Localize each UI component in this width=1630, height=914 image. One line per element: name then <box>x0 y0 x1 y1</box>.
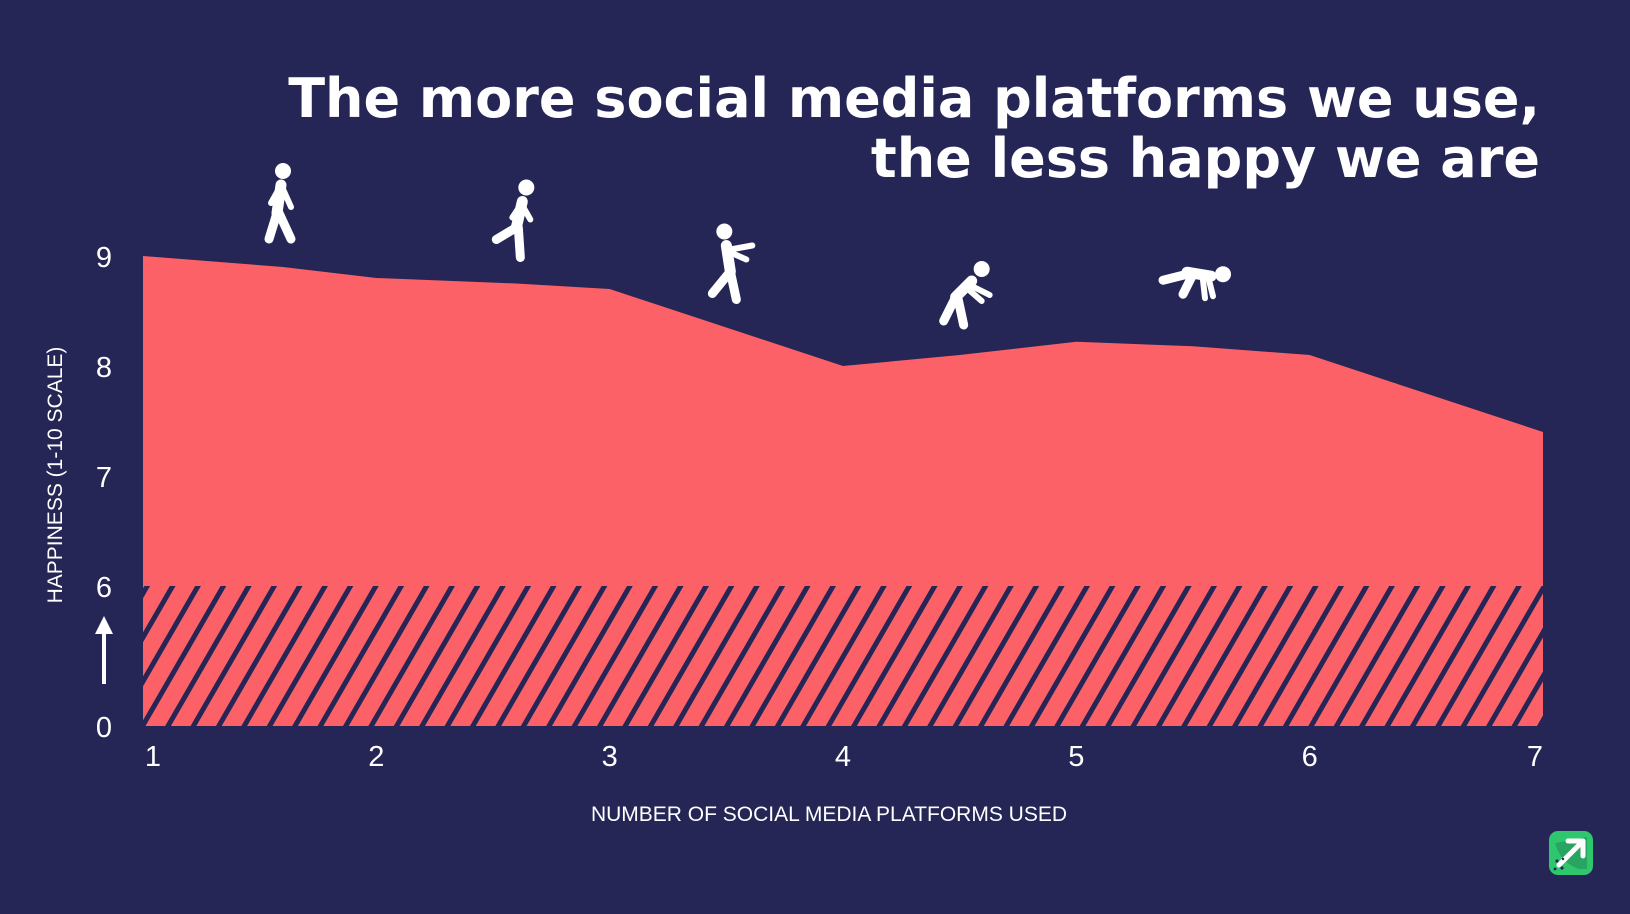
y-tick-label: 6 <box>96 572 112 604</box>
y-tick-label: 0 <box>96 712 112 744</box>
x-axis-ticks: 1 2 3 4 5 6 7 <box>145 741 1543 773</box>
x-tick-label: 4 <box>835 741 851 773</box>
x-tick-label: 1 <box>145 741 161 773</box>
stumbling-person-icon <box>491 179 535 262</box>
limping-person-icon <box>707 223 756 304</box>
chart-title-line-1: The more social media platforms we use, <box>288 67 1540 130</box>
y-axis-up-arrow-icon <box>95 616 113 684</box>
person-figures <box>264 163 1231 330</box>
x-tick-label: 7 <box>1527 741 1543 773</box>
happiness-area-fill <box>143 256 1543 586</box>
y-tick-label: 9 <box>96 242 112 274</box>
x-tick-label: 3 <box>602 741 618 773</box>
hunched-person-icon <box>939 261 993 330</box>
y-axis-label: HAPPINESS (1-10 SCALE) <box>44 347 67 604</box>
y-tick-label: 8 <box>96 352 112 384</box>
hatched-band <box>143 586 1543 726</box>
trend-arrow-logo-icon <box>1549 831 1593 875</box>
hatched-axis-break-band <box>143 586 1543 726</box>
chart-title-line-2: the less happy we are <box>871 127 1540 190</box>
y-axis-ticks: 0 6 7 8 9 <box>96 242 112 744</box>
happiness-area <box>142 255 1544 586</box>
x-tick-label: 5 <box>1068 741 1084 773</box>
x-tick-label: 2 <box>368 741 384 773</box>
x-axis-label: NUMBER OF SOCIAL MEDIA PLATFORMS USED <box>591 803 1067 826</box>
x-tick-label: 6 <box>1302 741 1318 773</box>
walking-person-icon <box>264 163 296 244</box>
y-tick-label: 7 <box>96 462 112 494</box>
crawling-person-icon <box>1158 266 1231 302</box>
